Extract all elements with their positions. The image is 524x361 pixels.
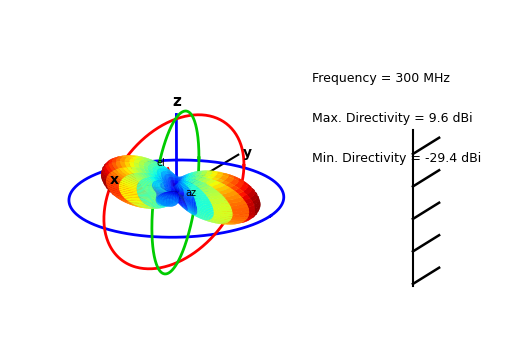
- Text: Max. Directivity = 9.6 dBi: Max. Directivity = 9.6 dBi: [312, 112, 473, 125]
- Text: Min. Directivity = -29.4 dBi: Min. Directivity = -29.4 dBi: [312, 152, 481, 165]
- Text: Frequency = 300 MHz: Frequency = 300 MHz: [312, 72, 450, 85]
